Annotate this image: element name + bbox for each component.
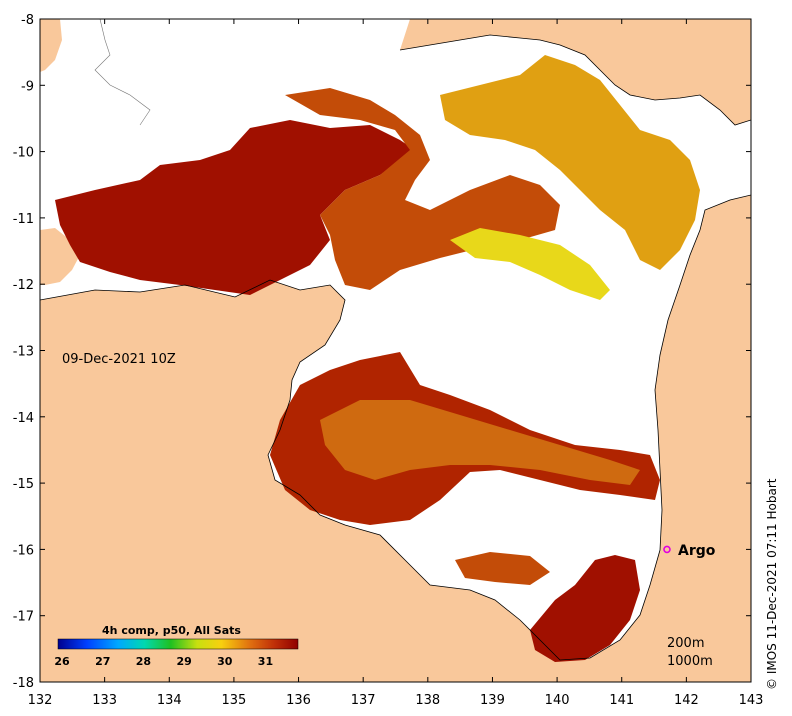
sst-region-hot-northwest [55,120,415,295]
credit-text: © IMOS 11-Dec-2021 07:11 Hobart [765,478,779,690]
x-tick-label: 132 [28,693,53,708]
x-tick-label: 137 [351,693,376,708]
land-new-guinea [400,19,751,125]
argo-marker[interactable] [663,545,671,554]
sst-region-warm-south [320,400,640,485]
land-top-left [40,19,62,72]
colorbar-tick-label: 31 [258,655,273,668]
sst-region-warm-gulf-sw [455,552,550,585]
y-tick-label: -14 [13,411,34,426]
colorbar-tick-label: 29 [176,655,191,668]
x-tick-label: 134 [157,693,182,708]
y-tick-label: -12 [13,278,34,293]
x-tick-label: 143 [739,693,764,708]
depth-contour-200m [94,19,151,126]
x-axis: 132 133 134 135 136 137 138 139 140 141 142 143 [28,19,764,708]
y-tick-label: -10 [13,146,34,161]
y-tick-label: -15 [13,477,34,492]
depth-label-200m: 200m [667,636,704,651]
colorbar-title: 4h comp, p50, All Sats [102,624,241,637]
y-tick-label: -8 [21,13,34,28]
x-tick-label: 135 [221,693,246,708]
x-tick-label: 142 [674,693,699,708]
coastline-australia [40,194,751,661]
y-tick-label: -17 [13,610,34,625]
x-tick-label: 139 [480,693,505,708]
x-tick-label: 133 [92,693,117,708]
colorbar-ticks: 26 27 28 29 30 31 [54,655,273,668]
date-label: 09-Dec-2021 10Z [62,352,176,367]
colorbar-tick-label: 26 [54,655,70,668]
colorbar-tick-label: 27 [95,655,110,668]
sst-region-cool-east [450,228,610,300]
x-tick-label: 140 [545,693,570,708]
y-axis: -8 -9 -10 -11 -12 -13 -14 -15 -16 -17 -18 [13,13,751,691]
y-tick-label: -9 [21,79,34,94]
y-tick-label: -16 [13,543,34,558]
depth-label-1000m: 1000m [667,654,713,669]
colorbar-tick-label: 28 [136,655,151,668]
y-tick-label: -11 [13,212,34,227]
y-tick-label: -13 [13,345,34,360]
coastline-new-guinea [399,34,751,126]
x-tick-label: 138 [415,693,440,708]
x-tick-label: 136 [286,693,311,708]
colorbar-tick-label: 30 [217,655,233,668]
sst-region-mid-north [440,55,700,270]
x-tick-label: 141 [609,693,634,708]
land-australia [40,195,751,682]
y-tick-label: -18 [13,676,34,691]
argo-label: Argo [678,543,716,559]
colorbar: 4h comp, p50, All Sats 26 27 28 29 30 31 [54,624,299,668]
sst-region-hot-gulf-south [530,555,640,662]
colorbar-gradient [57,638,299,650]
